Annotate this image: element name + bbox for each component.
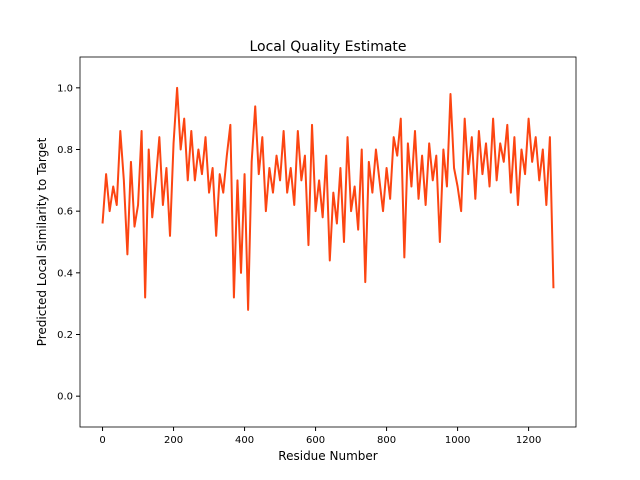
x-tick-label: 400 (235, 435, 254, 446)
y-tick-label: 0.6 (57, 207, 73, 218)
x-tick-label: 200 (164, 435, 183, 446)
plot-frame (79, 56, 577, 428)
y-axis-label: Predicted Local Similarity to Target (35, 137, 49, 346)
chart-title: Local Quality Estimate (249, 39, 406, 55)
x-tick-label: 800 (377, 435, 396, 446)
y-tick-label: 0.4 (57, 268, 73, 279)
y-tick-label: 0.2 (57, 330, 73, 341)
y-tick-label: 1.0 (57, 83, 73, 94)
x-axis-label: Residue Number (278, 449, 377, 463)
x-tick-label: 1000 (445, 435, 470, 446)
x-tick-label: 0 (99, 435, 105, 446)
data-line (101, 86, 555, 311)
y-tick-label: 0.0 (57, 392, 73, 403)
y-tick-label: 0.8 (57, 145, 73, 156)
x-tick-label: 1200 (516, 435, 541, 446)
x-tick-label: 600 (306, 435, 325, 446)
